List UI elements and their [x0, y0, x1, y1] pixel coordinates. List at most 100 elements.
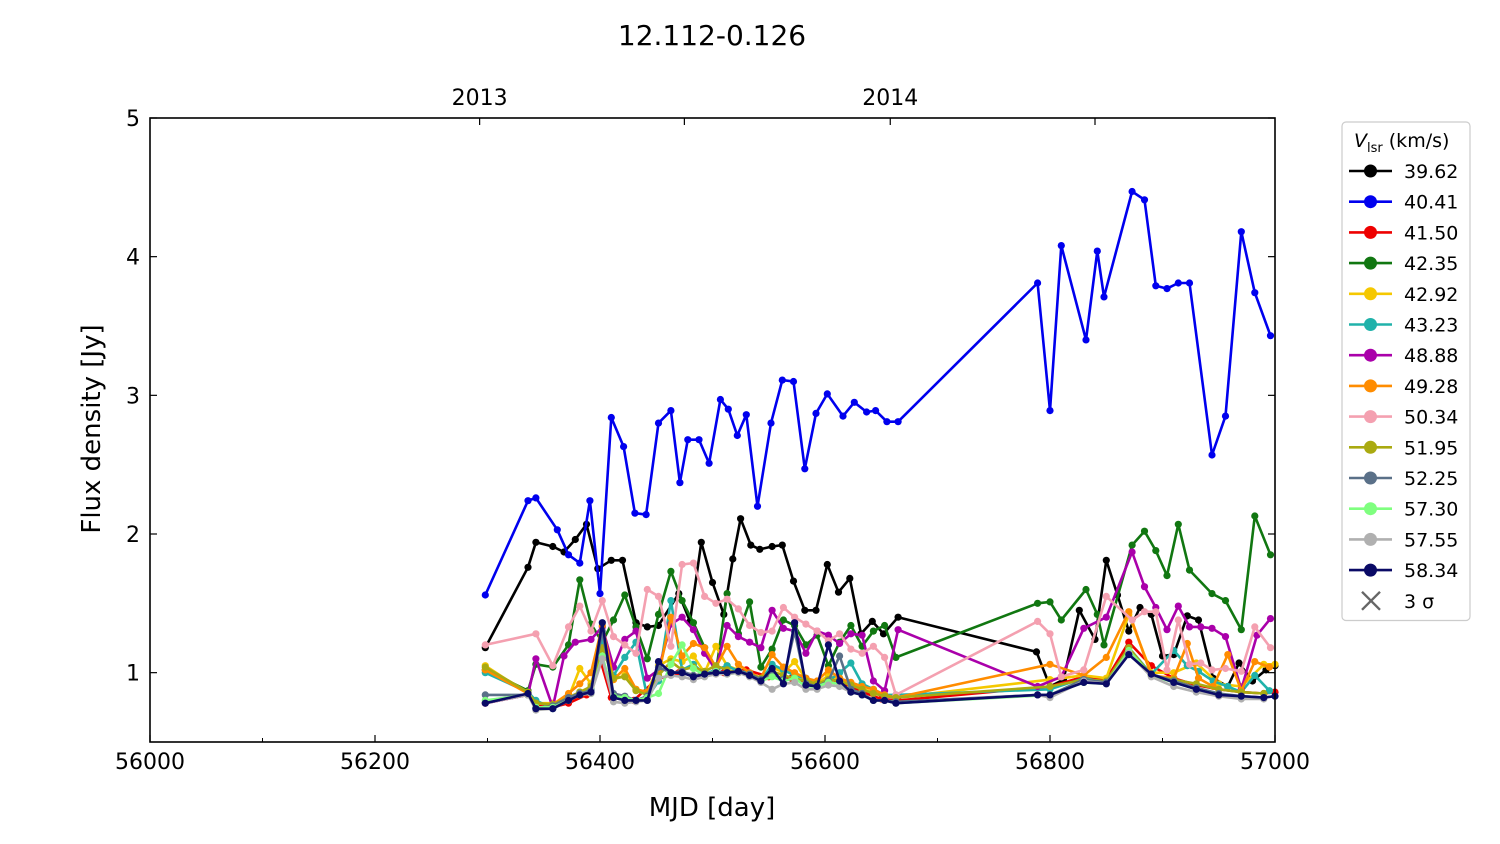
series-50-34 [481, 559, 1275, 699]
data-point [1102, 680, 1110, 688]
data-point [632, 649, 640, 657]
data-point [586, 497, 594, 505]
top-tick-label: 2013 [452, 86, 508, 111]
data-point [564, 551, 573, 559]
data-point [836, 639, 844, 648]
data-point [1128, 616, 1136, 624]
data-point [632, 627, 640, 635]
data-point [881, 696, 889, 705]
x-tick-label: 56200 [340, 750, 410, 775]
legend-marker [1364, 471, 1377, 485]
data-point [1265, 663, 1273, 671]
legend-entry: 58.34 [1349, 560, 1458, 582]
data-point [1237, 667, 1245, 675]
data-point [481, 699, 489, 707]
legend-entry: 39.62 [1349, 161, 1458, 183]
data-point [813, 627, 821, 635]
data-point [1034, 617, 1042, 626]
legend-marker [1364, 225, 1377, 239]
data-point [1185, 279, 1194, 287]
data-point [734, 633, 743, 641]
data-point [1140, 527, 1149, 535]
data-point [576, 691, 584, 699]
data-point [834, 588, 843, 596]
series-line [485, 621, 1276, 711]
data-point [768, 627, 776, 635]
data-point [1215, 691, 1223, 699]
data-point [734, 660, 743, 668]
data-point [1208, 666, 1216, 674]
legend-label: 42.35 [1404, 253, 1458, 275]
data-point [869, 642, 878, 650]
data-point [654, 658, 663, 666]
data-point [667, 669, 675, 677]
data-point [524, 497, 532, 505]
data-point [1185, 623, 1194, 631]
data-point [1032, 648, 1041, 656]
legend: Vlsr (km/s) 39.62 40.41 41.50 42.35 42.92 43.2… [1341, 121, 1471, 622]
legend-marker [1364, 348, 1377, 362]
data-point [1102, 592, 1110, 601]
data-point [609, 694, 618, 702]
data-point [643, 674, 651, 682]
data-point [1197, 659, 1205, 667]
data-point [802, 620, 810, 628]
legend-label: 48.88 [1404, 345, 1458, 367]
legend-marker [1364, 379, 1377, 393]
data-point [1251, 658, 1259, 666]
data-point [791, 678, 799, 687]
data-point [576, 559, 584, 567]
data-point [1136, 603, 1144, 612]
legend-label: 57.55 [1404, 529, 1458, 551]
data-point [564, 623, 573, 631]
series-line [485, 550, 1272, 709]
legend-marker [1364, 532, 1377, 546]
data-point [846, 574, 854, 583]
data-point [836, 630, 844, 638]
data-point [1125, 651, 1133, 659]
data-point [1080, 678, 1088, 687]
data-point [678, 597, 686, 605]
data-point [1128, 548, 1136, 556]
data-point [778, 376, 786, 384]
legend-marker [1364, 164, 1377, 178]
legend-marker [1364, 287, 1377, 301]
data-point [712, 642, 720, 650]
y-axis-label: Flux density [Jy] [77, 324, 107, 533]
sigma-label: 3 σ [1404, 591, 1434, 613]
data-point [1152, 282, 1160, 290]
data-point [802, 649, 810, 657]
data-point [894, 418, 902, 426]
data-point [1140, 583, 1149, 591]
data-point [768, 542, 776, 551]
data-point [779, 680, 788, 688]
data-point [621, 653, 629, 662]
data-point [1197, 623, 1205, 631]
data-point [678, 560, 686, 569]
legend-entry-sigma: 3 σ [1361, 591, 1434, 613]
data-point [734, 667, 743, 675]
data-point [1235, 659, 1243, 667]
data-point [549, 662, 557, 670]
data-point [667, 660, 675, 668]
data-point [1266, 644, 1275, 652]
data-point [742, 411, 750, 419]
legend-marker [1364, 410, 1377, 424]
data-point [667, 642, 675, 650]
legend-label: 42.92 [1404, 284, 1458, 306]
data-point [1034, 599, 1042, 607]
data-point [768, 645, 776, 653]
data-point [1174, 279, 1182, 287]
data-point [560, 652, 568, 660]
data-point [598, 597, 606, 605]
data-point [689, 673, 698, 681]
data-point [824, 631, 833, 639]
legend-label: 49.28 [1404, 376, 1458, 398]
data-point [607, 413, 615, 422]
series-line [484, 190, 1272, 596]
data-point [791, 658, 799, 666]
data-point [621, 673, 629, 681]
y-tick-label: 1 [126, 662, 140, 687]
data-point [823, 390, 831, 398]
data-point [1100, 641, 1108, 649]
